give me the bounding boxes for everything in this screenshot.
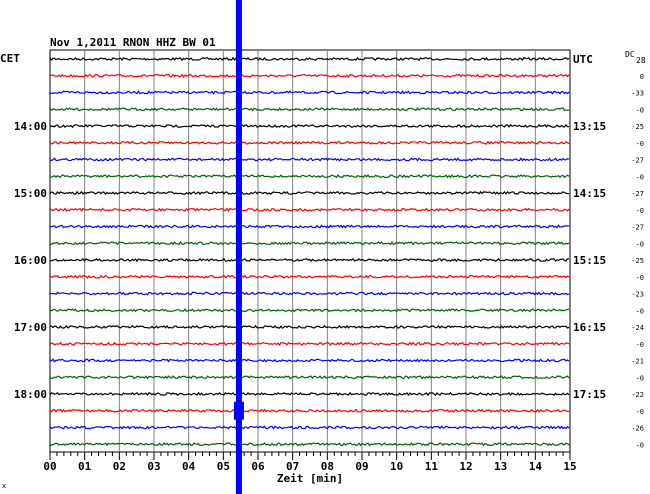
dc-offset-labels: 0 -33 -0 -25 -0 -27 -0 -27 -0 -27 -0 -25 -0 -23 -0 -24 -… <box>631 73 644 450</box>
dc-header-value: 28 <box>636 56 646 65</box>
utc-hour-label: 13:15 <box>573 120 606 133</box>
trace-8 <box>49 190 570 196</box>
x-tick-label: 06 <box>251 460 265 473</box>
dc-offset-label: -0 <box>636 140 644 148</box>
utc-hour-label: 14:15 <box>573 187 606 200</box>
dc-offset-label: -25 <box>631 257 644 265</box>
trace-11 <box>49 241 570 246</box>
trace-4 <box>49 123 570 129</box>
trace-14 <box>49 291 570 296</box>
utc-hour-label: 16:15 <box>573 321 606 334</box>
trace-20 <box>49 391 570 397</box>
x-tick-label: 12 <box>459 460 472 473</box>
left-axis-label: CET <box>0 52 20 65</box>
dc-offset-label: -25 <box>631 123 644 131</box>
event-marker-group <box>233 0 244 494</box>
trace-10 <box>49 224 570 229</box>
cet-hour-label: 18:00 <box>14 388 47 401</box>
x-tick-label: 00 <box>43 460 56 473</box>
dc-offset-label: 0 <box>640 73 644 81</box>
dc-offset-label: -0 <box>636 374 644 382</box>
dc-offset-label: -0 <box>636 341 644 349</box>
cet-hour-label: 14:00 <box>14 120 47 133</box>
utc-hour-label: 15:15 <box>573 254 606 267</box>
trace-3 <box>49 107 570 112</box>
x-tick-label: 03 <box>147 460 160 473</box>
trace-0 <box>49 56 570 62</box>
utc-hour-label: 17:15 <box>573 388 606 401</box>
dc-offset-label: -24 <box>631 324 644 332</box>
x-tick-label: 15 <box>563 460 576 473</box>
x-tick-label: 11 <box>425 460 439 473</box>
trace-15 <box>49 308 570 313</box>
dc-offset-label: -0 <box>636 106 644 114</box>
cet-hour-label: 16:00 <box>14 254 47 267</box>
dc-offset-label: -0 <box>636 408 644 416</box>
x-tick-label: 01 <box>78 460 92 473</box>
trace-18 <box>49 358 570 363</box>
dc-offset-label: -26 <box>631 425 644 433</box>
trace-19 <box>49 375 570 380</box>
trace-21 <box>49 408 570 413</box>
dc-offset-label: -21 <box>631 358 644 366</box>
dc-offset-label: -27 <box>631 157 644 165</box>
plot-frame <box>49 49 571 453</box>
corner-mark: x <box>2 482 6 490</box>
event-marker-burst <box>233 401 244 420</box>
x-tick-label: 09 <box>355 460 368 473</box>
x-tick-label: 05 <box>217 460 230 473</box>
dc-offset-label: -0 <box>636 307 644 315</box>
trace-5 <box>49 140 570 145</box>
dc-offset-label: -0 <box>636 274 644 282</box>
dc-offset-label: -33 <box>631 90 644 98</box>
dc-offset-label: -27 <box>631 224 644 232</box>
trace-group <box>49 56 570 447</box>
trace-16 <box>49 324 570 330</box>
x-axis: 00 01 02 03 04 05 06 07 08 09 10 11 12 13 14 15 <box>43 452 577 473</box>
dc-offset-label: -0 <box>636 173 644 181</box>
dc-header: DC <box>625 50 635 59</box>
dc-offset-label: -0 <box>636 207 644 215</box>
trace-2 <box>49 90 570 95</box>
event-marker <box>235 0 242 494</box>
x-tick-label: 10 <box>390 460 403 473</box>
dc-offset-label: -23 <box>631 291 644 299</box>
x-tick-label: 13 <box>494 460 507 473</box>
utc-hour-label: UTC <box>573 53 593 66</box>
trace-12 <box>49 257 570 263</box>
dc-offset-label: -22 <box>631 391 644 399</box>
x-tick-label: 14 <box>529 460 543 473</box>
x-tick-label: 07 <box>286 460 299 473</box>
x-axis-label: Zeit [min] <box>277 472 343 485</box>
trace-22 <box>49 425 570 430</box>
dc-offset-label: -27 <box>631 190 644 198</box>
trace-1 <box>49 73 570 78</box>
trace-17 <box>49 341 570 346</box>
trace-6 <box>49 157 570 162</box>
trace-7 <box>49 174 570 179</box>
utc-hour-labels: UTC 13:15 14:15 15:15 16:15 17:15 <box>573 53 606 401</box>
cet-hour-labels: 14:00 15:00 16:00 17:00 18:00 <box>14 120 47 401</box>
x-tick-label: 08 <box>321 460 334 473</box>
chart-title: Nov 1,2011 RNON HHZ BW 01 <box>50 36 216 49</box>
dc-offset-label: -0 <box>636 441 644 449</box>
x-tick-label: 02 <box>113 460 126 473</box>
x-tick-label: 04 <box>182 460 196 473</box>
cet-hour-label: 15:00 <box>14 187 47 200</box>
minute-grid <box>84 50 536 452</box>
trace-23 <box>49 442 570 447</box>
dc-offset-label: -0 <box>636 240 644 248</box>
trace-9 <box>49 207 570 212</box>
cet-hour-label: 17:00 <box>14 321 47 334</box>
trace-13 <box>49 274 570 279</box>
